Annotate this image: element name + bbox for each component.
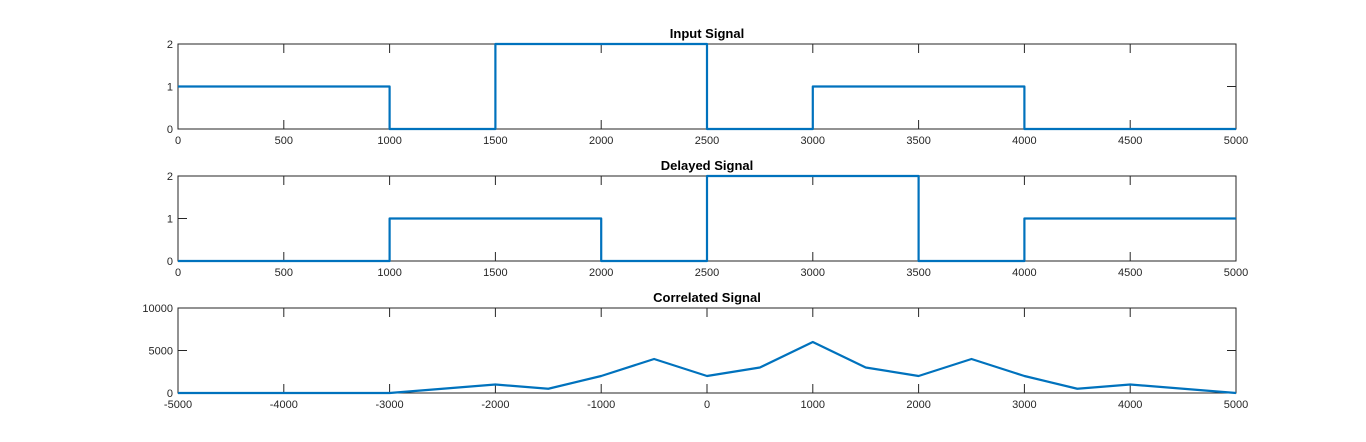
x-tick-label: 5000 [1224,267,1248,279]
series-line-1 [178,42,1236,131]
x-tick-label: 5000 [1224,135,1248,147]
chart-title: Correlated Signal [653,290,761,305]
x-tick-label: 4500 [1118,135,1142,147]
chart-title: Input Signal [670,26,744,41]
axes-box [177,307,1237,394]
x-tick-label: -1000 [587,399,615,411]
x-tick-label: 1500 [483,135,507,147]
x-tick-label: 1000 [801,399,825,411]
x-tick-label: 2000 [589,135,613,147]
x-tick-label: 3000 [801,267,825,279]
y-tick-label: 0 [167,124,173,136]
x-tick-label: -2000 [481,399,509,411]
x-tick-label: -3000 [376,399,404,411]
x-tick-label: 3000 [801,135,825,147]
y-tick-label: 1 [167,82,173,94]
subplot-3: Correlated Signal -5000 -4000 -3000 -2000 -10… [142,290,1248,411]
y-tick-label: 10000 [142,303,173,315]
x-tick-label: 3500 [906,267,930,279]
x-tick-label: 2000 [906,399,930,411]
x-tick-label: 5000 [1224,399,1248,411]
x-tick-label: 0 [175,267,181,279]
y-tick-label: 0 [167,388,173,400]
chart-title: Delayed Signal [661,158,753,173]
y-tick-label: 0 [167,256,173,268]
x-tick-label: -4000 [270,399,298,411]
x-tick-label: 4000 [1012,135,1036,147]
y-tick-label: 2 [167,39,173,51]
y-tick-label: 5000 [149,346,173,358]
series-line-1 [178,340,1237,395]
x-tick-label: 500 [275,267,293,279]
x-tick-label: 4000 [1118,399,1142,411]
x-tick-label: 2500 [695,135,719,147]
x-tick-label: 3000 [1012,399,1036,411]
subplot-1: Input Signal 0 500 1000 1500 2000 2500 3000 3500… [167,26,1248,147]
x-tick-label: 1500 [483,267,507,279]
x-tick-label: -5000 [164,399,192,411]
x-tick-label: 0 [704,399,710,411]
x-tick-label: 1000 [377,267,401,279]
x-tick-label: 2000 [589,267,613,279]
x-tick-label: 3500 [906,135,930,147]
subplot-2: Delayed Signal 0 500 1000 1500 2000 2500 3000 35… [167,158,1248,279]
y-tick-label: 1 [167,214,173,226]
series-line-1 [178,174,1236,263]
y-tick-label: 2 [167,171,173,183]
x-tick-label: 500 [275,135,293,147]
x-tick-label: 0 [175,135,181,147]
x-tick-label: 2500 [695,267,719,279]
x-tick-label: 4000 [1012,267,1036,279]
x-tick-label: 4500 [1118,267,1142,279]
x-tick-label: 1000 [377,135,401,147]
